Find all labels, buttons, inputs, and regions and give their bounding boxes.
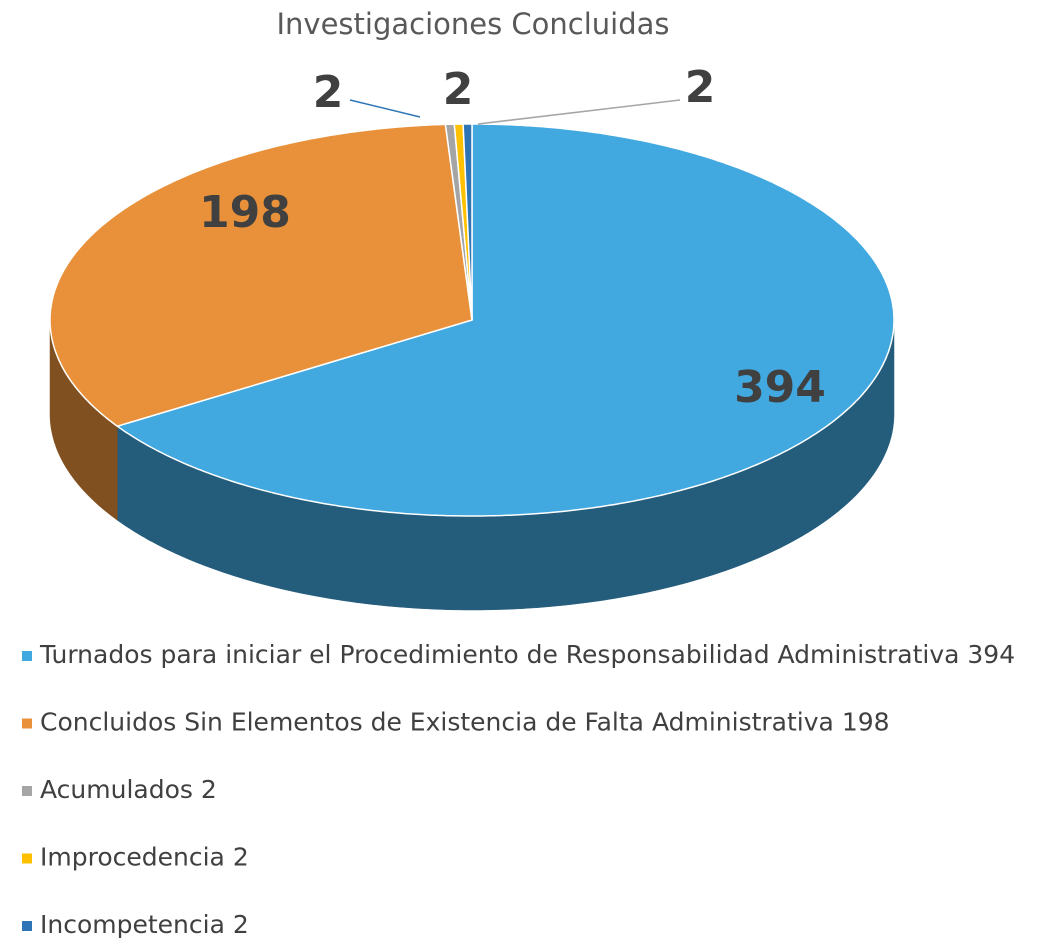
legend-swatch: [22, 853, 32, 864]
legend-swatch: [22, 651, 32, 661]
legend-value: 2: [201, 775, 217, 804]
slice: [462, 123, 473, 321]
legend-value: 2: [233, 910, 249, 939]
leader-line: [349, 99, 421, 118]
chart-title: Investigaciones Concluidas: [276, 7, 669, 41]
legend-entry: Turnados para iniciar el Procedimiento d…: [39, 640, 1015, 669]
legend-value: 394: [967, 640, 1015, 669]
legend-value: 198: [842, 708, 890, 737]
legend-entry: Acumulados 2: [40, 775, 217, 804]
legend-entry: Incompetencia 2: [40, 910, 249, 939]
slice: [115, 123, 895, 517]
legend-label: Concluidos Sin Elementos de Existencia d…: [40, 708, 834, 737]
legend-label: Incompetencia: [40, 910, 225, 939]
legend-swatch: [22, 718, 32, 729]
legend-label: Improcedencia: [40, 843, 225, 872]
data-label: 2: [443, 64, 474, 115]
data-label: 2: [685, 62, 716, 113]
data-label: 394: [734, 362, 826, 413]
legend-swatch: [22, 786, 32, 796]
legend-entry: Concluidos Sin Elementos de Existencia d…: [40, 708, 890, 737]
data-label: 198: [199, 187, 291, 238]
legend-label: Turnados para iniciar el Procedimiento d…: [39, 640, 959, 669]
legend-entry: Improcedencia 2: [40, 843, 249, 872]
legend-label: Acumulados: [40, 775, 193, 804]
legend-value: 2: [233, 843, 249, 872]
leader-line: [477, 99, 681, 125]
legend-swatch: [22, 921, 32, 931]
data-label: 2: [313, 67, 344, 118]
slice: [49, 123, 473, 428]
